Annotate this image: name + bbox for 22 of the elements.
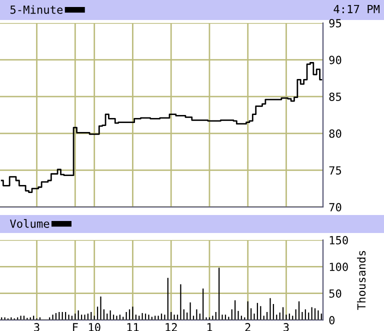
x-tick-label: 2 [245, 323, 250, 331]
x-tick-label: 10 [88, 323, 100, 331]
x-tick-label: 12 [166, 323, 177, 331]
y-tick-label: 100 [330, 262, 348, 272]
y-tick-label: 80 [329, 129, 342, 138]
legend-label: 5-Minute [10, 5, 63, 14]
y-tick-label: 95 [329, 19, 342, 28]
text: 4:17 PM [334, 4, 380, 14]
y-tick-label: 50 [329, 289, 342, 298]
y-tick-label: 150 [330, 236, 348, 244]
x-tick-label: 1 [207, 323, 212, 331]
y-tick-label: 0 [329, 316, 335, 324]
x-tick-label: F [73, 323, 78, 331]
legend-label: Volume [10, 219, 50, 228]
y-tick-label: 85 [329, 92, 342, 102]
y-tick-label: 75 [329, 166, 342, 175]
x-tick-label: 3 [34, 323, 40, 331]
x-tick-label: 3 [284, 323, 289, 331]
y-tick-label: 70 [329, 203, 342, 212]
x-tick-label: 11 [127, 323, 139, 331]
y-tick-label: 90 [329, 56, 342, 64]
y-axis-title: Thousands [357, 250, 366, 310]
